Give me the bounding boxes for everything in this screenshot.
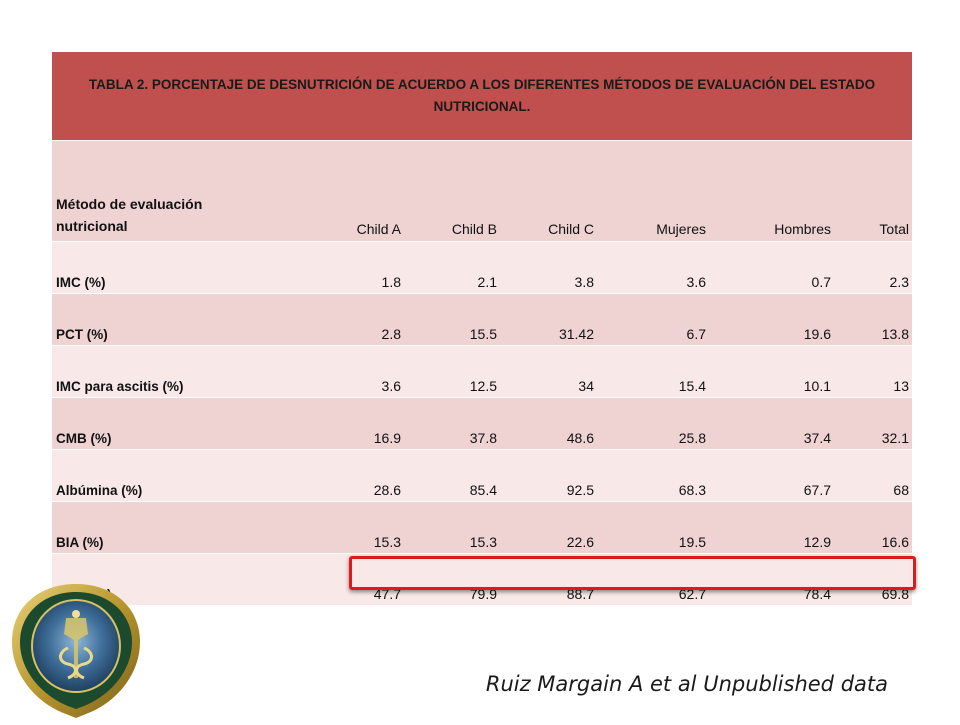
table-cell: 68 <box>834 449 912 502</box>
table-cell: 3.6 <box>290 345 404 398</box>
malnutrition-table: TABLA 2. PORCENTAJE DE DESNUTRICIÓN DE A… <box>52 52 912 606</box>
table-cell: 15.3 <box>404 501 500 554</box>
table-cell: 13.8 <box>834 293 912 346</box>
column-header-child-b: Child B <box>404 140 500 242</box>
table-cell: 22.6 <box>500 501 597 554</box>
table-row: IMC para ascitis (%) 3.6 12.5 34 15.4 10… <box>52 345 912 398</box>
institution-seal-icon <box>6 578 146 720</box>
table-cell: 12.9 <box>709 501 834 554</box>
table-cell: 2.8 <box>290 293 404 346</box>
table-cell: 69.8 <box>834 553 912 606</box>
table-cell: 28.6 <box>290 449 404 502</box>
table-cell: 48.6 <box>500 397 597 450</box>
table-cell: 92.5 <box>500 449 597 502</box>
row-label: IMC para ascitis (%) <box>52 345 290 398</box>
table-cell: 68.3 <box>597 449 709 502</box>
table-cell: 37.4 <box>709 397 834 450</box>
row-label: PCT (%) <box>52 293 290 346</box>
table-cell: 3.8 <box>500 241 597 294</box>
column-header-mujeres: Mujeres <box>597 140 709 242</box>
row-label: BIA (%) <box>52 501 290 554</box>
table-row: Albúmina (%) 28.6 85.4 92.5 68.3 67.7 68 <box>52 449 912 502</box>
column-header-total: Total <box>834 140 912 242</box>
method-column-header: Método de evaluación nutricional <box>52 140 290 242</box>
table-cell: 15.5 <box>404 293 500 346</box>
source-citation: Ruiz Margain A et al Unpublished data <box>485 672 888 696</box>
table-cell: 15.3 <box>290 501 404 554</box>
table-cell: 13 <box>834 345 912 398</box>
row-label: IMC (%) <box>52 241 290 294</box>
table-row: BIVA (%) 47.7 79.9 88.7 62.7 78.4 69.8 <box>52 553 912 606</box>
method-header-line1: Método de evaluación <box>56 196 203 212</box>
table-cell: 47.7 <box>290 553 404 606</box>
table-cell: 0.7 <box>709 241 834 294</box>
table-cell: 16.6 <box>834 501 912 554</box>
table-title: TABLA 2. PORCENTAJE DE DESNUTRICIÓN DE A… <box>52 52 912 141</box>
table-cell: 15.4 <box>597 345 709 398</box>
table-cell: 34 <box>500 345 597 398</box>
table-cell: 1.8 <box>290 241 404 294</box>
table-cell: 31.42 <box>500 293 597 346</box>
row-label: Albúmina (%) <box>52 449 290 502</box>
table-cell: 2.1 <box>404 241 500 294</box>
table-cell: 37.8 <box>404 397 500 450</box>
row-label: CMB (%) <box>52 397 290 450</box>
column-header-child-a: Child A <box>290 140 404 242</box>
table-cell: 12.5 <box>404 345 500 398</box>
table-header-row: Método de evaluación nutricional Child A… <box>52 140 912 242</box>
table-cell: 88.7 <box>500 553 597 606</box>
table-cell: 67.7 <box>709 449 834 502</box>
table-cell: 10.1 <box>709 345 834 398</box>
table-row: IMC (%) 1.8 2.1 3.8 3.6 0.7 2.3 <box>52 241 912 294</box>
table-cell: 78.4 <box>709 553 834 606</box>
table-cell: 25.8 <box>597 397 709 450</box>
table-cell: 19.5 <box>597 501 709 554</box>
table-cell: 2.3 <box>834 241 912 294</box>
table-cell: 79.9 <box>404 553 500 606</box>
table-cell: 6.7 <box>597 293 709 346</box>
method-header-line2: nutricional <box>56 218 128 234</box>
column-header-child-c: Child C <box>500 140 597 242</box>
table-title-row: TABLA 2. PORCENTAJE DE DESNUTRICIÓN DE A… <box>52 52 912 141</box>
table-row: CMB (%) 16.9 37.8 48.6 25.8 37.4 32.1 <box>52 397 912 450</box>
table-cell: 62.7 <box>597 553 709 606</box>
table-cell: 32.1 <box>834 397 912 450</box>
table-cell: 16.9 <box>290 397 404 450</box>
column-header-hombres: Hombres <box>709 140 834 242</box>
table-cell: 19.6 <box>709 293 834 346</box>
table-cell: 85.4 <box>404 449 500 502</box>
table-row: PCT (%) 2.8 15.5 31.42 6.7 19.6 13.8 <box>52 293 912 346</box>
table-cell: 3.6 <box>597 241 709 294</box>
table-row: BIA (%) 15.3 15.3 22.6 19.5 12.9 16.6 <box>52 501 912 554</box>
